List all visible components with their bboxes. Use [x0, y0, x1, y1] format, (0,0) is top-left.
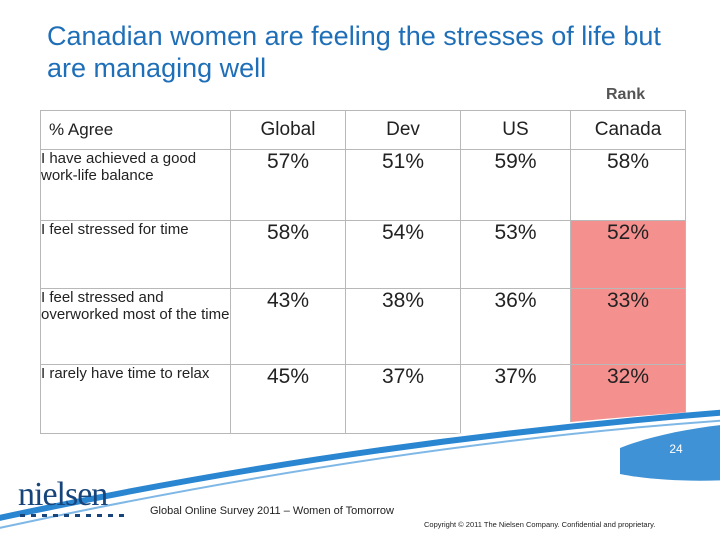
data-table: % Agree Global Dev US Canada I have achi… [40, 110, 686, 434]
cell-us: 36% [460, 288, 571, 365]
nielsen-logo: nielsen [18, 478, 124, 517]
logo-dots [18, 514, 124, 517]
header-global: Global [230, 110, 346, 150]
row-label: I feel stressed and overworked most of t… [40, 288, 231, 365]
cell-global: 43% [230, 288, 346, 365]
cell-global: 58% [230, 220, 346, 289]
row-label: I rarely have time to relax [40, 364, 231, 434]
footer-swoosh [0, 409, 720, 540]
copyright-text: Copyright © 2011 The Nielsen Company. Co… [424, 520, 656, 529]
cell-global: 57% [230, 149, 346, 221]
cell-canada: 58% [570, 149, 686, 221]
slide-title: Canadian women are feeling the stresses … [47, 21, 661, 83]
logo-wordmark: nielsen [18, 476, 108, 513]
header-canada: Canada [570, 110, 686, 150]
cell-us: 59% [460, 149, 571, 221]
table-row: I feel stressed for time 58% 54% 53% 52% [40, 220, 686, 289]
table-row: I feel stressed and overworked most of t… [40, 288, 686, 365]
row-label: I have achieved a good work-life balance [40, 149, 231, 221]
cell-canada: 52% [570, 220, 686, 289]
cell-dev: 54% [345, 220, 461, 289]
header-agree: % Agree [40, 110, 231, 150]
table-row: I rarely have time to relax 45% 37% 37% … [40, 364, 686, 434]
rank-label: Rank [606, 86, 646, 103]
header-dev: Dev [345, 110, 461, 150]
cell-canada: 33% [570, 288, 686, 365]
page-number: 24 [669, 442, 683, 456]
cell-dev: 38% [345, 288, 461, 365]
cell-us: 53% [460, 220, 571, 289]
cell-us: 37% [460, 364, 571, 434]
footer-survey-text: Global Online Survey 2011 – Women of Tom… [150, 505, 394, 517]
table-row: I have achieved a good work-life balance… [40, 149, 686, 221]
cell-global: 45% [230, 364, 346, 434]
table-header-row: % Agree Global Dev US Canada [40, 110, 686, 150]
header-us: US [460, 110, 571, 150]
row-label: I feel stressed for time [40, 220, 231, 289]
cell-dev: 51% [345, 149, 461, 221]
